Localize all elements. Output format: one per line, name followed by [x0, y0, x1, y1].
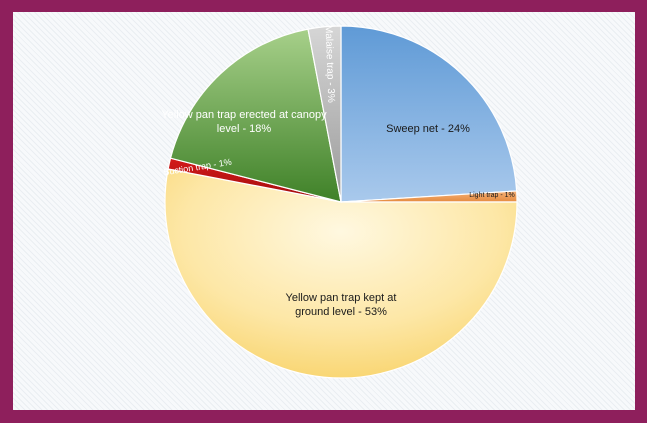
pie-slice [340, 25, 518, 203]
slice-label: Sweep net - 24% [386, 123, 470, 135]
slice-label: Malaise trap - 3% [323, 25, 337, 103]
pie-slice [307, 25, 342, 203]
pie-slice [169, 28, 342, 203]
slice-label: Yellow pan trap kept at ground level - 53… [286, 292, 397, 318]
pie-slice [164, 168, 518, 379]
slice-label: Yellow pan trap erected at canopy level -… [161, 109, 327, 135]
slice-label: Light trap - 1% [469, 192, 515, 199]
